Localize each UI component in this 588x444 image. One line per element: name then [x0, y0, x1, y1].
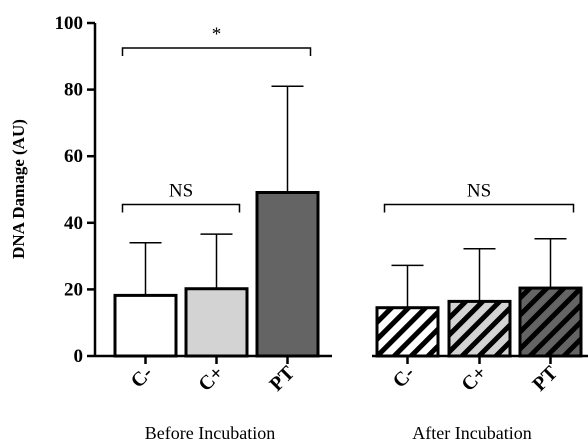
y-tick-label: 100 — [55, 13, 84, 34]
y-tick-label: 40 — [64, 213, 83, 234]
group-label: After Incubation — [412, 423, 531, 443]
y-axis-label: DNA Damage (AU) — [9, 119, 28, 259]
x-tick-label: C- — [127, 362, 157, 392]
significance-label: * — [212, 24, 222, 45]
significance-label: NS — [467, 180, 491, 201]
plot-area: 0 20 40 60 80 100 C- C+ PT Before Incubation C- C+ P… — [55, 13, 588, 443]
bar — [113, 293, 178, 358]
x-tick-label: C+ — [457, 362, 491, 396]
y-tick-label: 20 — [64, 279, 83, 300]
significance-bracket — [121, 203, 241, 213]
significance-bracket — [121, 47, 312, 56]
bar — [375, 306, 440, 358]
bar — [184, 287, 249, 358]
bar — [447, 299, 512, 358]
bar — [518, 286, 583, 358]
y-tick-label: 60 — [64, 146, 83, 167]
bar — [255, 190, 320, 358]
x-tick-label: PT — [528, 362, 562, 396]
x-tick-label: C- — [389, 362, 419, 392]
significance-label: NS — [169, 180, 193, 201]
significance-bracket — [383, 203, 575, 213]
group-label: Before Incubation — [145, 423, 275, 443]
x-tick-label: PT — [265, 362, 299, 396]
y-tick-label: 80 — [64, 80, 83, 101]
y-tick-label: 0 — [74, 346, 84, 367]
x-tick-label: C+ — [194, 362, 228, 396]
